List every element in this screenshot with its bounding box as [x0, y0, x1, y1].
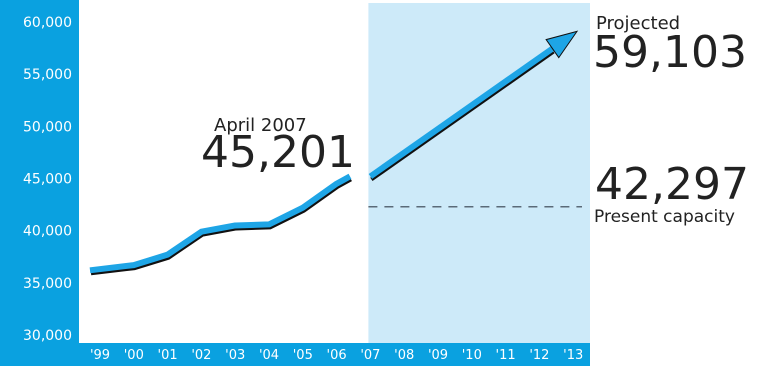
capacity-value: 42,297: [595, 159, 749, 210]
capacity-label: Present capacity: [594, 207, 735, 227]
x-tick-label: '03: [225, 348, 245, 363]
x-tick-label: '13: [563, 348, 583, 363]
x-tick-labels: '99 '00 '01 '02 '03 '04 '05 '06 '07 '08 '09 '10 '11 '…: [90, 348, 583, 363]
x-tick-label: '05: [293, 348, 313, 363]
historical-line: [89, 173, 352, 274]
y-tick-label: 35,000: [23, 276, 72, 292]
x-tick-label: '01: [158, 348, 178, 363]
projection-line: [368, 44, 556, 179]
x-tick-label: '99: [90, 348, 110, 363]
y-tick-label: 55,000: [23, 67, 72, 83]
x-tick-label: '09: [428, 348, 448, 363]
projection-shade: [368, 3, 590, 343]
current-value: 45,201: [201, 127, 355, 178]
x-tick-label: '04: [259, 348, 279, 363]
x-tick-label: '02: [191, 348, 211, 363]
y-tick-label: 30,000: [23, 328, 72, 344]
historical-line-shadow: [90, 177, 352, 276]
x-tick-label: '12: [529, 348, 549, 363]
current-label: April 2007: [214, 115, 307, 136]
projected-value: 59,103: [593, 27, 747, 78]
x-tick-label: '06: [327, 348, 347, 363]
projection-line-shadow: [370, 49, 555, 182]
y-tick-label: 40,000: [23, 224, 72, 240]
y-tick-label: 45,000: [23, 172, 72, 188]
x-tick-label: '07: [360, 348, 380, 363]
x-axis-band: [0, 343, 590, 366]
series-lines: [89, 30, 579, 276]
x-tick-label: '11: [496, 348, 516, 363]
projected-label: Projected: [596, 13, 680, 34]
projection-arrowhead: [545, 30, 579, 59]
y-tick-label: 50,000: [23, 119, 72, 135]
y-tick-labels: 30,000 35,000 40,000 45,000 50,000 55,000 60,0…: [23, 15, 72, 344]
x-tick-label: '08: [394, 348, 414, 363]
x-tick-label: '10: [462, 348, 482, 363]
x-tick-label: '00: [124, 348, 144, 363]
y-axis-band: [0, 0, 79, 344]
y-tick-label: 60,000: [23, 15, 72, 31]
